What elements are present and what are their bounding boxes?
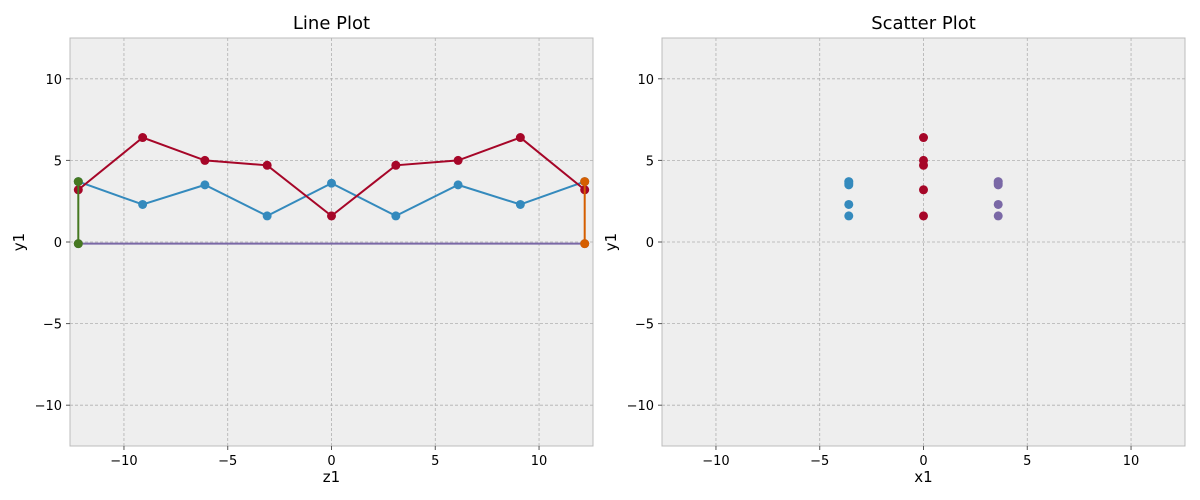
y-tick-label: −10 (35, 399, 62, 414)
series-purple (993, 177, 1003, 221)
x-tick-label: 0 (919, 454, 927, 469)
x-tick-label: −10 (110, 454, 137, 469)
x-tick-label: 5 (431, 454, 439, 469)
data-point-blue (200, 180, 210, 190)
y-tick-label: 5 (646, 154, 654, 169)
x-tick-label: −10 (702, 454, 729, 469)
data-point-purple (993, 180, 1003, 190)
data-point-red (327, 211, 336, 221)
y-tick-label: −10 (627, 399, 654, 414)
y-axis-label: y1 (602, 233, 620, 251)
chart-title: Scatter Plot (871, 13, 976, 34)
y-tick-label: −5 (43, 318, 62, 333)
x-tick-label: 10 (1123, 454, 1140, 469)
data-point-blue (391, 211, 401, 221)
y-tick-label: 0 (646, 236, 654, 251)
data-point-red (262, 160, 272, 170)
data-point-green (73, 177, 83, 187)
chart-panel-0: −10 −5 0 5 10 −10 −5 0 5 10 Line Plot z1 y1 (10, 13, 594, 486)
data-point-red (919, 211, 928, 221)
y-tick-label: 10 (45, 73, 62, 88)
series-orange (580, 177, 590, 249)
data-point-blue (844, 211, 854, 221)
data-point-blue (844, 180, 854, 190)
data-point-red (138, 133, 148, 143)
data-point-blue (262, 211, 272, 221)
data-point-blue (844, 199, 854, 209)
series-green (73, 177, 83, 249)
chart-title: Line Plot (293, 13, 370, 34)
data-point-red (391, 160, 401, 170)
data-point-red (200, 155, 210, 165)
data-point-purple (993, 211, 1003, 221)
x-tick-label: 0 (327, 454, 335, 469)
data-point-purple (993, 199, 1003, 209)
y-tick-label: 0 (54, 236, 62, 251)
y-tick-label: 10 (637, 73, 654, 88)
data-point-blue (138, 199, 148, 209)
data-point-blue (327, 178, 336, 188)
data-point-green (73, 239, 83, 249)
x-tick-label: −5 (218, 454, 237, 469)
x-tick-label: 5 (1023, 454, 1031, 469)
data-point-orange (580, 177, 590, 187)
y-tick-label: −5 (635, 318, 654, 333)
data-point-red (453, 155, 463, 165)
data-point-red (919, 160, 928, 170)
data-point-orange (580, 239, 590, 249)
x-tick-label: 10 (531, 454, 548, 469)
y-axis-label: y1 (10, 233, 28, 251)
data-point-blue (453, 180, 463, 190)
x-axis-label: z1 (323, 468, 340, 486)
chart-panel-1: −10 −5 0 5 10 −10 −5 0 5 10 Scatter Plot x1 y1 (602, 13, 1186, 486)
series-red (919, 133, 928, 221)
x-axis-label: x1 (914, 468, 932, 486)
y-tick-label: 5 (54, 154, 62, 169)
series-red (73, 133, 590, 221)
x-tick-label: −5 (810, 454, 829, 469)
series-blue (844, 177, 854, 221)
data-point-red (919, 133, 928, 143)
data-point-red (919, 185, 928, 195)
data-point-red (515, 133, 525, 143)
data-point-blue (515, 199, 525, 209)
